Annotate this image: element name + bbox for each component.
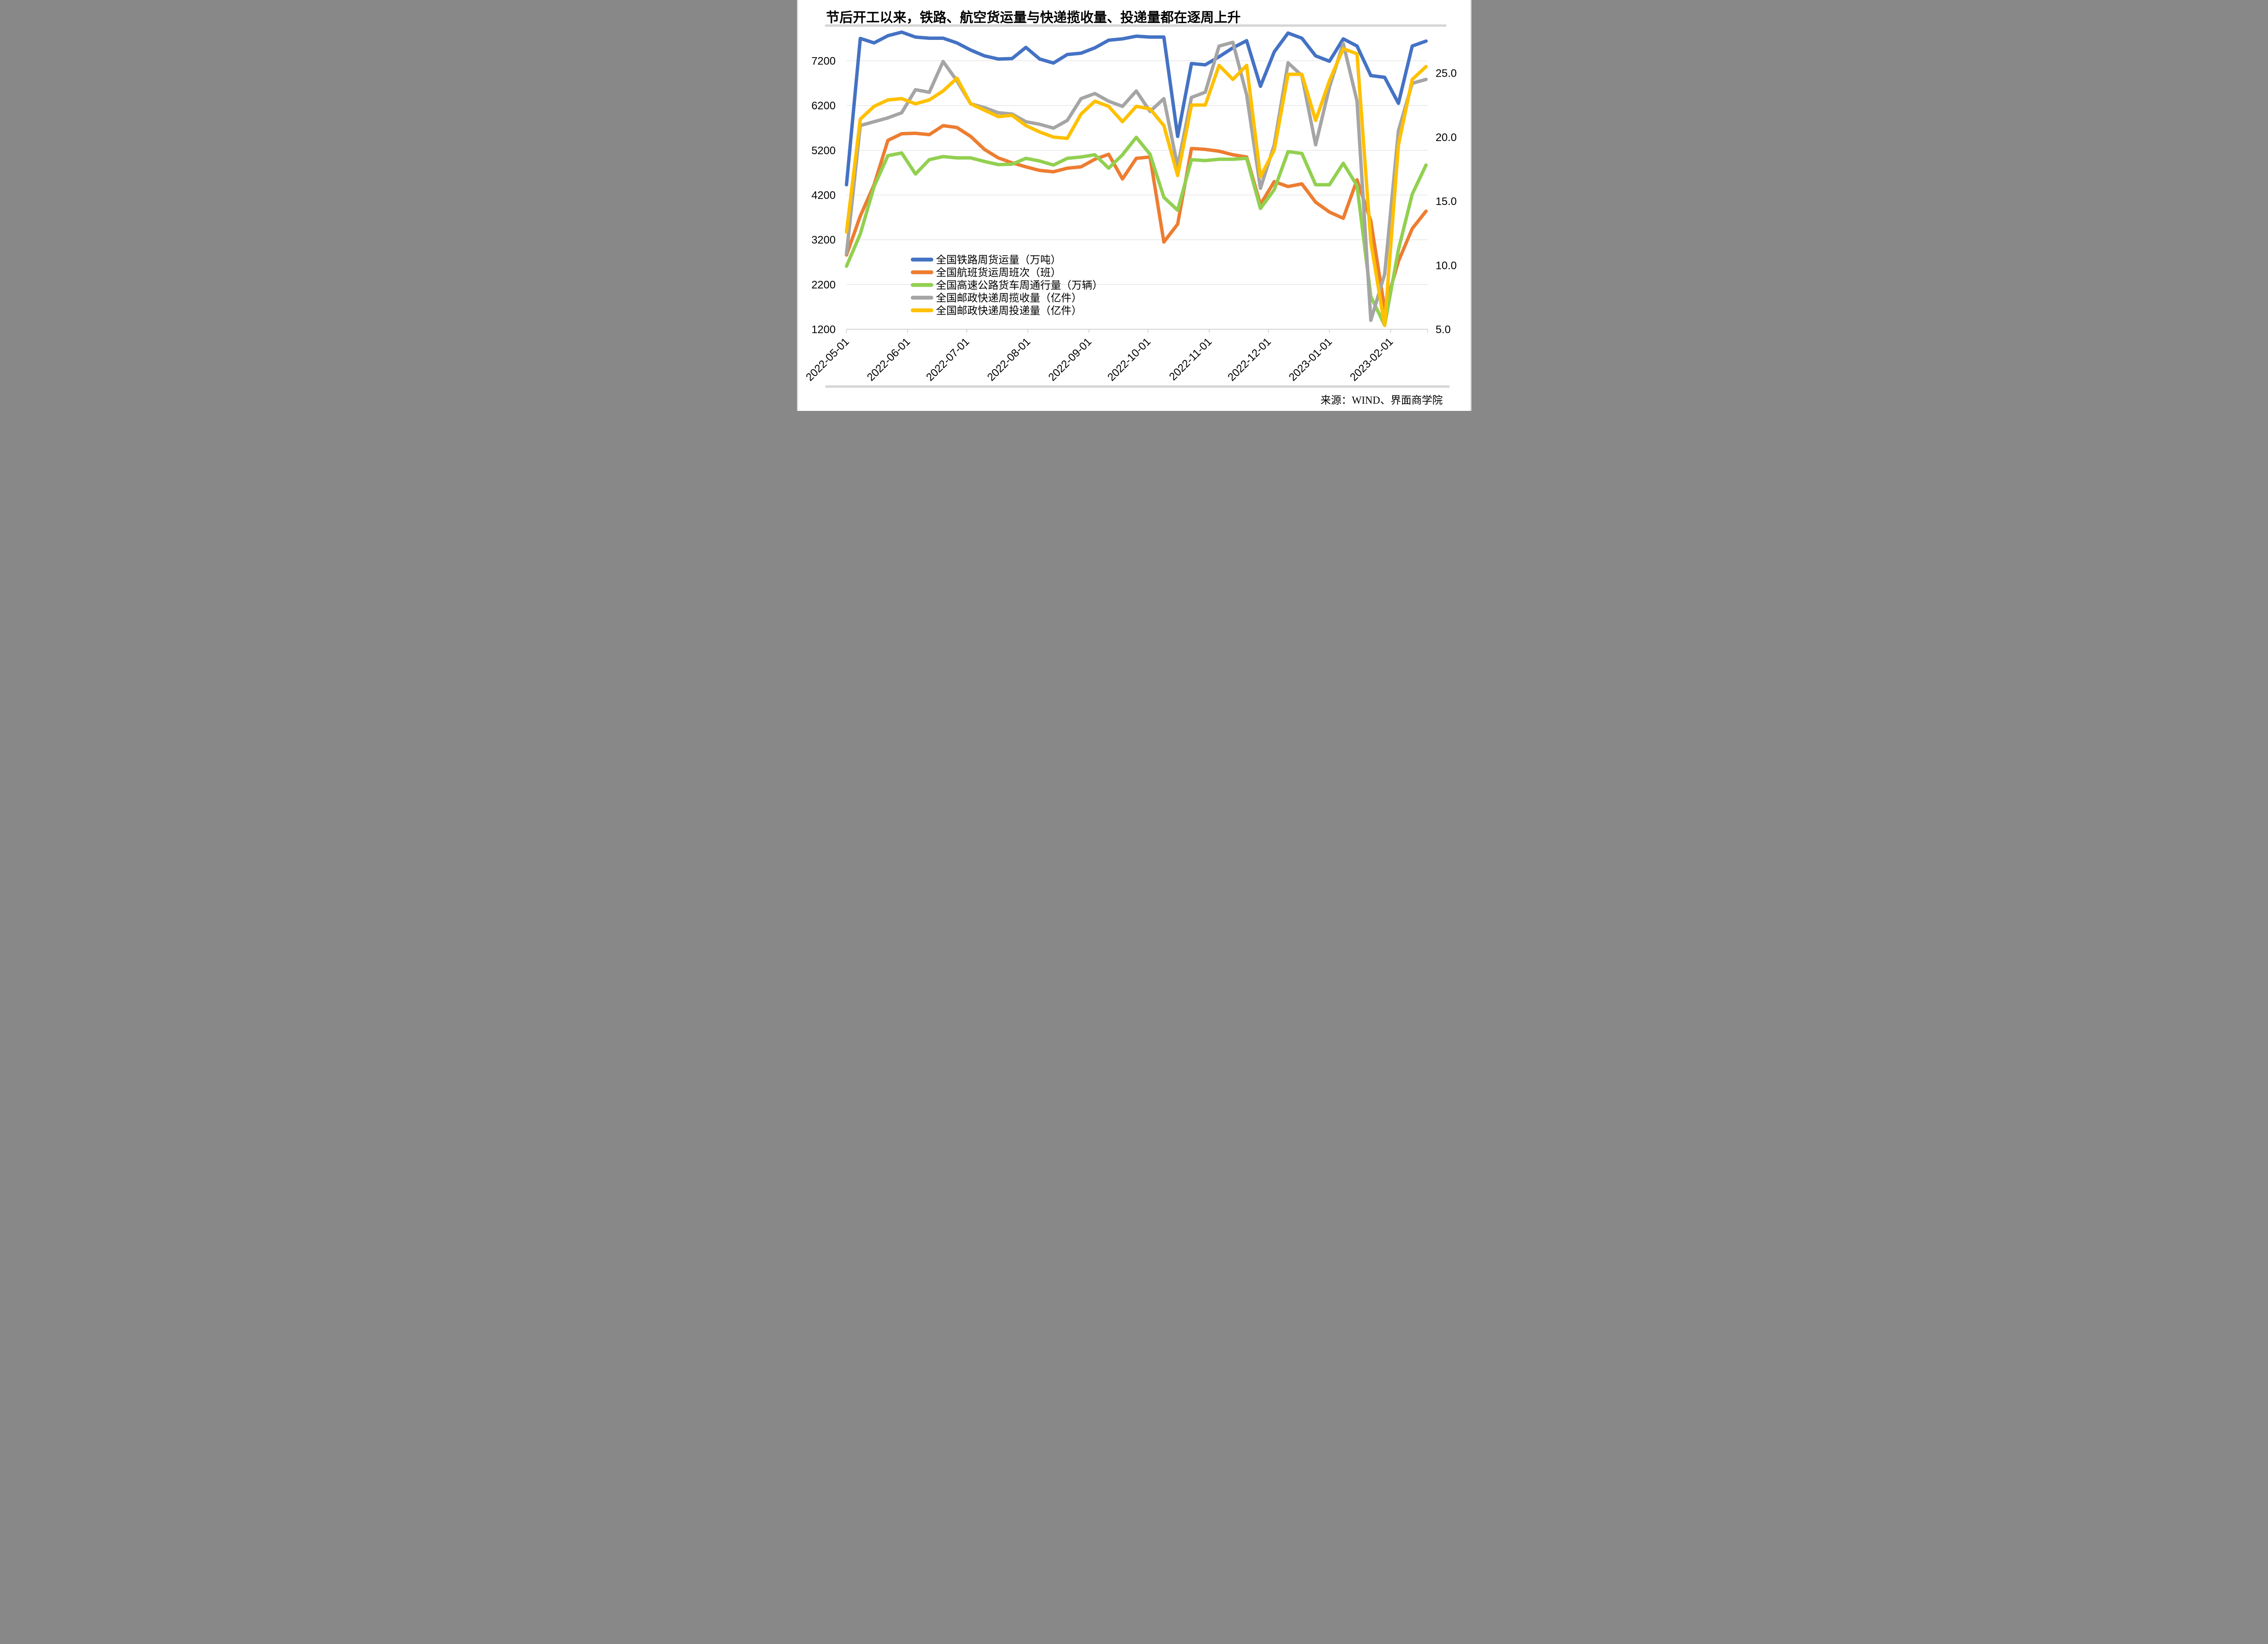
source-note: 来源：WIND、界面商学院: [1320, 395, 1442, 406]
series-line-truck_green: [844, 136, 1428, 327]
left-axis-label: 5200: [811, 145, 835, 157]
left-axis-label: 2200: [811, 279, 835, 291]
series-line-flight_orange: [844, 124, 1428, 311]
legend-label: 全国高速公路货车周通行量（万辆）: [936, 279, 1103, 291]
series-line-delivery_yellow: [844, 47, 1428, 327]
left-axis-label: 4200: [811, 190, 835, 202]
series-line-pickup_gray: [844, 40, 1428, 322]
legend-label: 全国邮政快递周揽收量（亿件）: [936, 292, 1082, 303]
legend-label: 全国航班货运周班次（班）: [936, 267, 1061, 278]
top-divider-bar: [825, 24, 1447, 27]
left-axis-label: 7200: [811, 55, 835, 68]
legend-label: 全国铁路周货运量（万吨）: [936, 254, 1061, 265]
left-axis-label: 1200: [811, 324, 835, 336]
right-axis-label: 5.0: [1435, 324, 1450, 336]
legend-label: 全国邮政快递周投递量（亿件）: [936, 305, 1082, 316]
freight-express-line-chart: 节后开工以来，铁路、航空货运量与快递揽收量、投递量都在逐周上升 7200 6200…: [797, 0, 1471, 411]
series-line-rail_blue: [844, 30, 1428, 187]
left-window-edge: [797, 0, 798, 411]
chart-title: 节后开工以来，铁路、航空货运量与快递揽收量、投递量都在逐周上升: [826, 10, 1241, 25]
right-axis-label: 20.0: [1435, 132, 1457, 144]
chart-legend: 全国铁路周货运量（万吨） 全国航班货运周班次（班）全国高速公路货车周通行量（万辆）…: [910, 254, 1103, 316]
chart-screenshot: 节后开工以来，铁路、航空货运量与快递揽收量、投递量都在逐周上升 7200 6200…: [797, 0, 1471, 411]
left-axis-label: 3200: [811, 234, 835, 246]
right-axis-label: 10.0: [1435, 259, 1457, 272]
right-window-edge: [1470, 0, 1471, 411]
bottom-divider-bar: [825, 385, 1450, 388]
left-axis-label: 6200: [811, 100, 835, 112]
right-axis-label: 15.0: [1435, 195, 1457, 208]
right-axis-label: 25.0: [1435, 68, 1457, 80]
